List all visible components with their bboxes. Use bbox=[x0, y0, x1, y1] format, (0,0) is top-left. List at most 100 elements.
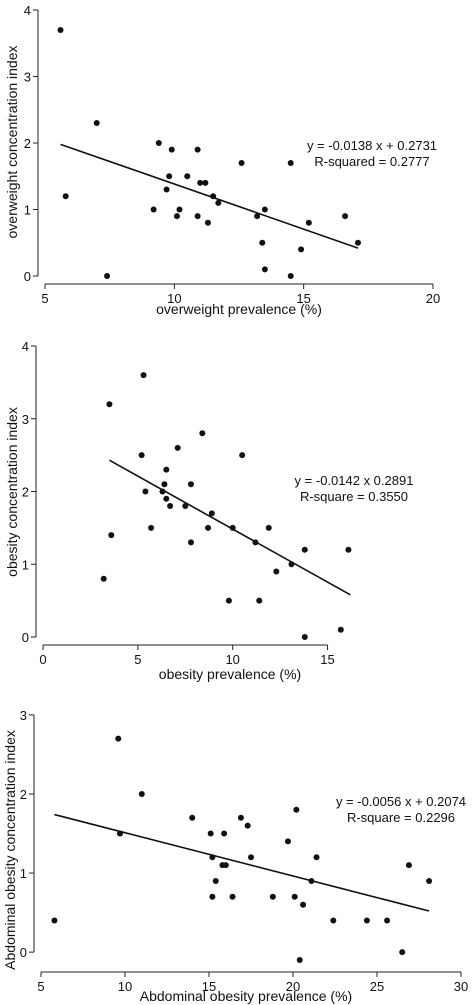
data-point-obesity bbox=[273, 568, 280, 575]
data-point-abdominal-obesity bbox=[189, 814, 196, 821]
x-tick-label-overweight: 10 bbox=[167, 291, 181, 306]
x-tick-label-abdominal-obesity: 15 bbox=[202, 979, 216, 994]
data-point-abdominal-obesity bbox=[248, 854, 254, 861]
r-squared-overweight: R-squared = 0.2777 bbox=[314, 154, 429, 169]
data-point-obesity bbox=[163, 466, 170, 473]
data-point-overweight bbox=[261, 206, 268, 213]
data-point-obesity bbox=[252, 539, 259, 546]
data-point-obesity bbox=[205, 524, 212, 531]
data-point-obesity bbox=[140, 372, 147, 379]
data-point-overweight bbox=[354, 239, 361, 246]
data-point-obesity bbox=[239, 452, 246, 459]
x-tick-label-obesity: 15 bbox=[320, 652, 334, 667]
data-point-abdominal-obesity bbox=[221, 830, 228, 837]
data-point-abdominal-obesity bbox=[237, 814, 244, 821]
data-point-abdominal-obesity bbox=[399, 949, 406, 956]
data-point-abdominal-obesity bbox=[51, 917, 58, 924]
data-point-overweight bbox=[287, 159, 294, 166]
data-point-obesity bbox=[187, 481, 194, 488]
y-tick-label-abdominal-obesity: 0 bbox=[20, 945, 27, 960]
data-point-overweight bbox=[194, 213, 201, 220]
equation-overweight: y = -0.0138 x + 0.2731 bbox=[307, 138, 437, 153]
x-tick-label-abdominal-obesity: 30 bbox=[454, 979, 468, 994]
r-squared-obesity: R-square = 0.3550 bbox=[300, 489, 408, 504]
y-tick-label-abdominal-obesity: 1 bbox=[20, 866, 27, 881]
chart-obesity: obesity concentration index obesity prev… bbox=[4, 339, 413, 682]
y-axis-label-overweight: overweight concentration index bbox=[4, 45, 20, 238]
data-point-abdominal-obesity bbox=[209, 854, 216, 861]
data-point-overweight bbox=[155, 140, 162, 146]
chart-overweight: overweight concentration index overweigh… bbox=[4, 3, 440, 317]
data-point-overweight bbox=[261, 266, 268, 273]
x-tick-label-overweight: 20 bbox=[426, 291, 440, 306]
data-point-abdominal-obesity bbox=[330, 917, 337, 924]
x-tick-label-abdominal-obesity: 5 bbox=[37, 979, 44, 994]
data-point-abdominal-obesity bbox=[222, 862, 229, 869]
data-point-overweight bbox=[342, 213, 349, 220]
x-axis-label-overweight: overweight prevalence (%) bbox=[156, 301, 322, 317]
y-tick-label-overweight: 0 bbox=[24, 269, 31, 284]
data-point-obesity bbox=[187, 539, 194, 546]
data-point-abdominal-obesity bbox=[308, 877, 315, 884]
y-tick-label-obesity: 0 bbox=[22, 630, 29, 645]
data-point-abdominal-obesity bbox=[284, 838, 291, 845]
y-axis-label-obesity: obesity concentration index bbox=[4, 407, 20, 577]
data-point-abdominal-obesity bbox=[293, 806, 300, 813]
data-point-abdominal-obesity bbox=[229, 893, 236, 900]
y-tick-label-overweight: 1 bbox=[24, 203, 31, 218]
x-tick-label-obesity: 0 bbox=[39, 652, 46, 667]
data-point-abdominal-obesity bbox=[244, 822, 251, 829]
x-tick-label-overweight: 5 bbox=[41, 291, 48, 306]
data-point-abdominal-obesity bbox=[269, 893, 276, 900]
data-point-abdominal-obesity bbox=[116, 830, 123, 837]
x-tick-label-obesity: 10 bbox=[225, 652, 239, 667]
data-point-overweight bbox=[184, 173, 191, 180]
data-point-abdominal-obesity bbox=[426, 877, 433, 884]
data-point-overweight bbox=[202, 179, 209, 186]
data-point-abdominal-obesity bbox=[313, 854, 320, 861]
y-tick-label-obesity: 2 bbox=[22, 485, 29, 500]
data-point-overweight bbox=[215, 199, 222, 206]
data-point-obesity bbox=[208, 510, 215, 517]
data-point-obesity bbox=[229, 524, 236, 531]
data-point-abdominal-obesity bbox=[405, 862, 412, 869]
data-point-abdominal-obesity bbox=[209, 893, 216, 900]
y-tick-label-overweight: 2 bbox=[24, 136, 31, 151]
data-point-overweight bbox=[93, 120, 100, 127]
y-axis-label-abdominal-obesity: Abdominal obesity concentration index bbox=[2, 730, 18, 970]
x-axis-label-obesity: obesity prevalence (%) bbox=[159, 666, 301, 682]
data-point-overweight bbox=[57, 26, 64, 33]
r-squared-abdominal-obesity: R-square = 0.2296 bbox=[347, 810, 455, 825]
data-point-overweight bbox=[197, 179, 204, 186]
data-point-obesity bbox=[159, 488, 166, 495]
x-tick-label-abdominal-obesity: 25 bbox=[370, 979, 384, 994]
data-point-abdominal-obesity bbox=[138, 790, 145, 797]
data-point-obesity bbox=[345, 546, 352, 553]
data-point-abdominal-obesity bbox=[207, 830, 214, 837]
data-point-abdominal-obesity bbox=[212, 877, 219, 884]
data-point-obesity bbox=[100, 575, 107, 582]
y-tick-label-overweight: 4 bbox=[24, 3, 31, 18]
data-point-overweight bbox=[238, 159, 245, 166]
x-tick-label-obesity: 5 bbox=[134, 652, 141, 667]
data-point-obesity bbox=[182, 503, 189, 510]
y-tick-label-abdominal-obesity: 3 bbox=[20, 708, 27, 723]
x-tick-label-abdominal-obesity: 20 bbox=[286, 979, 300, 994]
x-axis-label-abdominal-obesity: Abdominal obesity prevalence (%) bbox=[140, 988, 352, 1004]
data-point-obesity bbox=[265, 524, 272, 531]
data-point-overweight bbox=[194, 146, 201, 153]
data-point-obesity bbox=[167, 503, 174, 510]
y-tick-label-overweight: 3 bbox=[24, 70, 31, 85]
data-point-obesity bbox=[108, 532, 115, 539]
x-tick-label-abdominal-obesity: 10 bbox=[118, 979, 132, 994]
data-point-overweight bbox=[287, 273, 294, 279]
data-point-obesity bbox=[301, 546, 308, 553]
data-point-overweight bbox=[62, 193, 69, 200]
data-point-overweight bbox=[298, 246, 305, 253]
data-point-obesity bbox=[225, 597, 232, 604]
y-tick-label-obesity: 4 bbox=[22, 339, 29, 354]
data-point-overweight bbox=[173, 213, 180, 220]
data-point-abdominal-obesity bbox=[384, 917, 391, 924]
chart-abdominal-obesity: Abdominal obesity concentration index Ab… bbox=[2, 708, 468, 1004]
